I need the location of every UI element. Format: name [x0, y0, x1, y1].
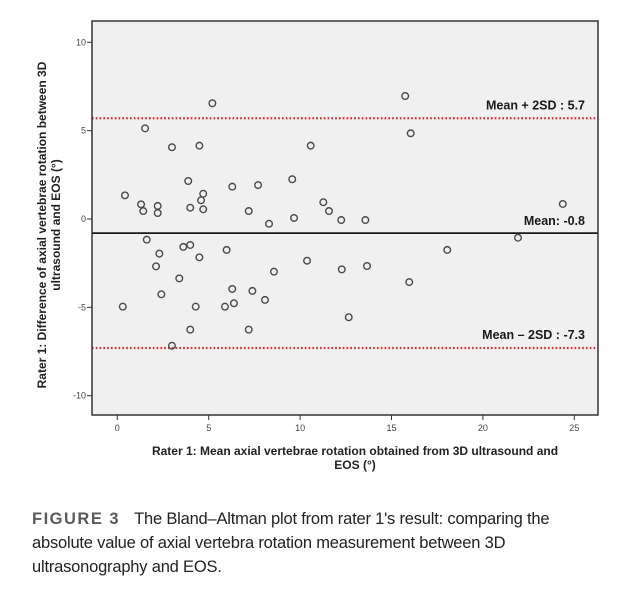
x-tick-label: 15 — [386, 423, 396, 433]
x-axis-title-line-1: Rater 1: Mean axial vertebrae rotation o… — [152, 444, 558, 458]
data-point — [306, 141, 315, 150]
y-axis-title-line-2: ultrasound and EOS (°) — [49, 159, 63, 290]
y-tick-label: -5 — [78, 302, 86, 312]
data-point — [244, 207, 253, 216]
plot-frame — [91, 20, 599, 416]
data-point — [191, 302, 200, 311]
data-point — [153, 208, 162, 217]
data-point — [288, 175, 297, 184]
data-point — [137, 200, 146, 209]
data-point — [167, 143, 176, 152]
data-point — [228, 284, 237, 293]
data-point — [222, 245, 231, 254]
data-point — [405, 278, 414, 287]
data-point — [175, 274, 184, 283]
data-point — [303, 256, 312, 265]
data-point — [229, 299, 238, 308]
x-tick-label: 20 — [478, 423, 488, 433]
data-point — [269, 267, 278, 276]
data-point — [337, 265, 346, 274]
data-point — [152, 262, 161, 271]
data-point — [157, 290, 166, 299]
y-tick-label: 5 — [81, 126, 86, 136]
x-tick-label: 5 — [206, 423, 211, 433]
data-point — [141, 124, 150, 133]
data-point — [261, 295, 270, 304]
data-point — [248, 286, 257, 295]
data-point — [265, 219, 274, 228]
data-point — [118, 302, 127, 311]
x-axis-title-line-2: EOS (°) — [334, 458, 375, 472]
data-point — [139, 207, 148, 216]
data-point — [244, 325, 253, 334]
y-axis-title-line-1: Rater 1: Difference of axial vertebrae r… — [35, 61, 49, 388]
bland-altman-chart: 0 5 10 15 20 25 10 5 0 -5 -10 Mean: -0.8 Mean + 2S… — [35, 20, 599, 472]
data-point — [558, 199, 567, 208]
data-point — [513, 233, 522, 242]
data-point — [199, 205, 208, 214]
lower-limit-label: Mean – 2SD : -7.3 — [482, 328, 585, 342]
x-tick-label: 0 — [115, 423, 120, 433]
figure-caption: FIGURE 3 The Bland–Altman plot from rater… — [32, 507, 612, 579]
upper-limit-label: Mean + 2SD : 5.7 — [486, 98, 585, 112]
data-point — [167, 341, 176, 350]
x-axis: 0 5 10 15 20 25 — [115, 415, 579, 433]
caption-text: The Bland–Altman plot from rater 1's res… — [32, 510, 550, 576]
y-tick-label: 10 — [76, 37, 86, 47]
x-tick-label: 10 — [295, 423, 305, 433]
data-point — [406, 129, 415, 138]
y-axis: 10 5 0 -5 -10 — [73, 37, 92, 401]
data-point — [179, 242, 188, 251]
data-point — [290, 213, 299, 222]
data-point — [254, 181, 263, 190]
data-point — [184, 177, 193, 186]
figure-label: FIGURE 3 — [32, 510, 121, 528]
data-point — [228, 182, 237, 191]
y-tick-label: -10 — [73, 391, 86, 401]
data-point — [186, 203, 195, 212]
data-point — [197, 196, 206, 205]
x-tick-label: 25 — [569, 423, 579, 433]
data-point — [324, 207, 333, 216]
y-tick-label: 0 — [81, 214, 86, 224]
mean-label: Mean: -0.8 — [524, 214, 585, 228]
data-point — [186, 240, 195, 249]
data-point — [337, 216, 346, 225]
data-point — [155, 249, 164, 258]
data-point — [195, 253, 204, 262]
data-point — [401, 92, 410, 101]
data-point — [142, 235, 151, 244]
data-point — [208, 99, 217, 108]
data-point — [361, 216, 370, 225]
data-point — [186, 325, 195, 334]
data-point — [443, 245, 452, 254]
data-point — [344, 313, 353, 322]
data-point — [363, 262, 372, 271]
data-point — [319, 198, 328, 207]
plot-area — [92, 21, 598, 415]
data-point — [120, 191, 129, 200]
data-point — [220, 302, 229, 311]
data-point — [195, 141, 204, 150]
